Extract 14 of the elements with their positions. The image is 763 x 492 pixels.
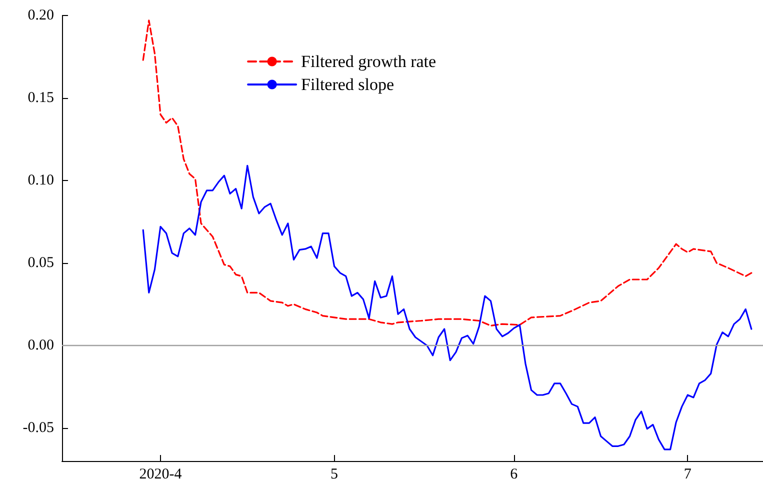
- y-tick-label: 0.05: [28, 255, 54, 271]
- line-series: [142, 20, 752, 326]
- y-tick-label: 0.15: [28, 90, 54, 106]
- legend-label: Filtered slope: [301, 75, 394, 94]
- y-tick-label: 0.10: [28, 172, 54, 188]
- x-tick-label: 7: [684, 466, 692, 482]
- x-tick-label: 2020-4: [139, 466, 182, 482]
- x-tick-label: 6: [510, 466, 518, 482]
- legend-label: Filtered growth rate: [301, 52, 436, 71]
- x-tick-label: 5: [330, 466, 338, 482]
- line-series: [142, 164, 752, 450]
- y-tick-label: 0.00: [28, 338, 54, 354]
- y-tick-label: 0.20: [28, 8, 54, 24]
- y-tick-label: -0.05: [22, 420, 54, 436]
